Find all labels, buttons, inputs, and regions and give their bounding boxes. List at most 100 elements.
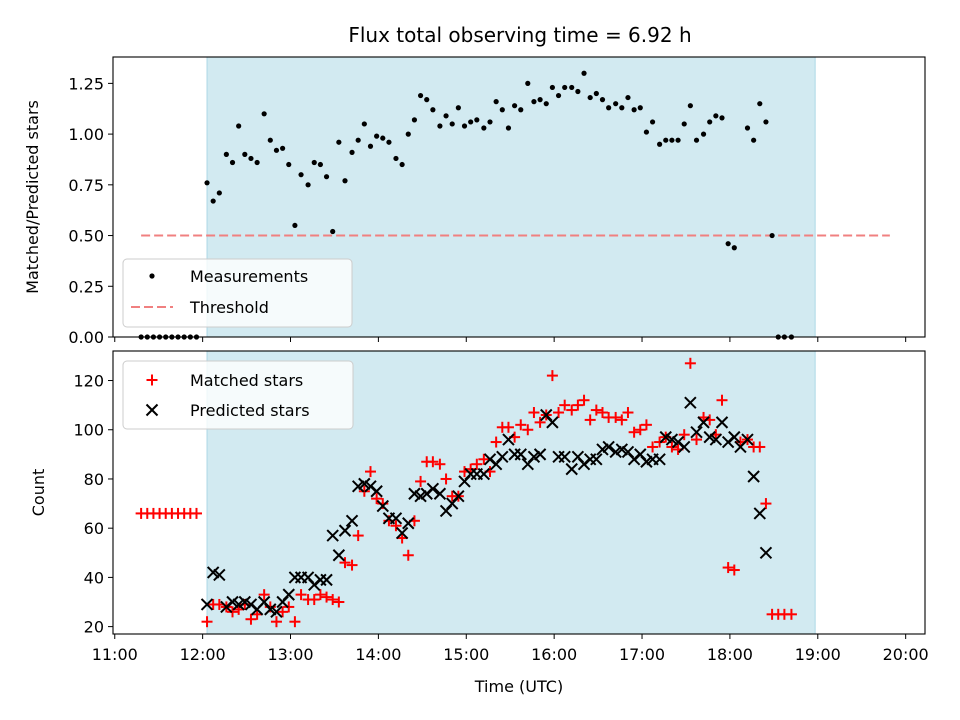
bottom-y-tick-label: 20 [84,618,104,637]
top-axes-frame [112,56,926,338]
x-tick-label: 12:00 [180,645,226,664]
bottom-y-tick-label: 120 [73,372,104,391]
measurement-point [543,101,549,107]
predicted-point-b [206,566,220,579]
matched-point [270,616,282,628]
measurement-point [493,99,499,105]
matched-point [471,458,483,470]
measurement-point [693,137,700,143]
predicted-point-b [502,433,515,446]
bottom-y-axis: 20 40 60 80 100 120 [73,372,113,637]
measurement-point [393,155,399,162]
measurement-point [330,228,336,235]
predicted-point-b [496,450,509,464]
measurement-point [443,113,449,119]
matched-point [640,419,652,431]
matched-point [578,394,590,406]
predicted-point-b [238,595,252,609]
matched-point [610,411,622,423]
predicted-point-b [270,605,283,619]
measurement-point [512,103,518,109]
measurement-point [681,121,687,127]
bottom-y-tick-label: 40 [84,568,104,587]
predicted-point-b [301,571,315,584]
top-y-tick-label: 0.00 [68,328,104,347]
matched-point [227,606,239,618]
predicted-point-b [200,598,214,611]
matched-point [427,456,439,468]
measurement-point [305,182,311,188]
matched-point [534,416,546,428]
predicted-point-b [709,433,723,446]
predicted-point-b [320,573,333,587]
measurement-point [575,88,581,95]
predicted-point [389,512,403,525]
predicted-point-b [602,440,615,454]
measurement-point [417,92,424,99]
matched-point [333,596,345,608]
measurement-point [657,141,663,147]
measurement-point [386,139,392,145]
matched-point [754,441,766,453]
predicted-point [320,573,333,587]
measurement-point [531,99,537,105]
predicted-point [565,462,578,476]
measurement-point [424,97,430,103]
matched-point [502,421,514,433]
matched-point [566,404,578,416]
measurement-point [323,174,330,180]
matched-point [634,424,646,436]
measurement-point [342,178,348,184]
measurement-point [751,137,757,143]
matched-point [559,399,571,411]
measurement-point [367,143,374,149]
x-tick-label: 20:00 [883,645,929,664]
x-axis-label: Time (UTC) [474,677,563,696]
predicted-point-b [615,443,629,456]
predicted-point [741,433,754,446]
bottom-panel: 20 40 60 80 100 120 11:00 12:00 13:00 14:00 15:00… [29,350,929,696]
predicted-point-b [715,416,729,429]
predicted-point-b [590,453,603,466]
measurement-point [223,151,229,157]
measurement-point [599,97,606,103]
predicted-point [533,448,547,461]
predicted-point-b [571,450,585,464]
predicted-point [747,470,760,483]
measurement-point [505,125,512,131]
predicted-point-b [741,433,754,446]
top-y-axis: 0.00 0.25 0.50 0.75 1.00 1.25 [68,74,113,347]
predicted-point-b [389,512,403,525]
matched-point [352,530,364,542]
matched-point [190,507,202,519]
top-y-tick-label: 0.75 [68,176,104,195]
measurement-point [719,115,725,121]
matched-point [785,608,797,620]
measurement-point [449,121,455,127]
predicted-point-b [332,549,346,562]
predicted-point-b [759,546,773,559]
measurement-point [625,94,631,101]
legend-matched-marker [146,374,158,386]
bottom-y-tick-label: 60 [84,519,104,538]
predicted-point-b [659,430,672,444]
matched-point [490,436,502,448]
predicted-point-b [540,408,553,422]
matched-point [678,429,690,441]
top-y-tick-label: 0.50 [68,227,104,246]
measurement-point [361,121,367,127]
matched-point [628,426,640,438]
measurement-point [637,105,643,111]
predicted-point-b [358,477,371,491]
predicted-point-b [408,487,421,500]
measurement-point [210,198,216,204]
measurement-point [769,232,775,239]
measurement-point [280,145,286,151]
predicted-point [426,482,440,496]
top-legend: Measurements Threshold [122,258,353,328]
matched-point [654,436,666,448]
legend-threshold-label: Threshold [189,298,269,317]
matched-point [339,557,351,569]
measurement-point [204,180,210,186]
matched-point [684,357,696,369]
